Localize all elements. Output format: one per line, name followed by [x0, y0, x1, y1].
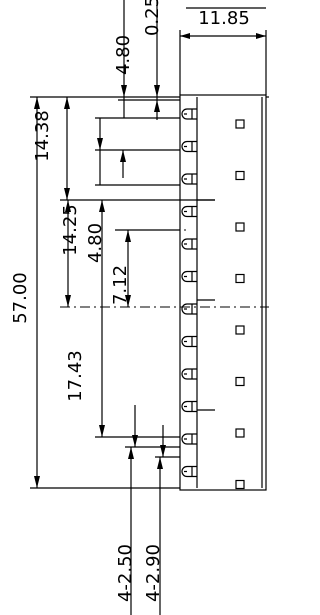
part-features: [182, 109, 244, 489]
contact: [182, 304, 197, 314]
contact: [182, 109, 197, 119]
square-hole: [236, 172, 244, 180]
square-hole: [236, 326, 244, 334]
dimension-label: 14.38: [32, 110, 53, 162]
contact: [182, 239, 197, 249]
contact: [182, 402, 197, 412]
part-outline: [180, 95, 266, 490]
contact: [182, 337, 197, 347]
dimension-label: 4-2.90: [143, 544, 164, 602]
dimension-label: 4-2.50: [115, 544, 136, 602]
dimension-label: 57.00: [10, 272, 31, 324]
contact: [182, 142, 197, 152]
contact: [182, 272, 197, 282]
contact: [182, 369, 197, 379]
contact: [182, 434, 197, 444]
drawing: 11.85 0.25 4.80 14.38 57.00 14.25 4.80 7…: [0, 0, 269, 615]
contact: [182, 174, 197, 184]
square-hole: [236, 223, 244, 231]
square-hole: [236, 120, 244, 128]
dimension-label: 17.43: [65, 350, 86, 402]
square-hole: [236, 481, 244, 489]
contact: [182, 207, 197, 217]
dimension-label: 4.80: [85, 223, 106, 263]
arrowheads: [34, 33, 266, 488]
dimension-label: 11.85: [198, 8, 250, 29]
dimension-label: 0.25: [142, 0, 163, 36]
square-hole: [236, 429, 244, 437]
square-hole: [236, 378, 244, 386]
square-hole: [236, 275, 244, 283]
contact: [182, 467, 197, 477]
